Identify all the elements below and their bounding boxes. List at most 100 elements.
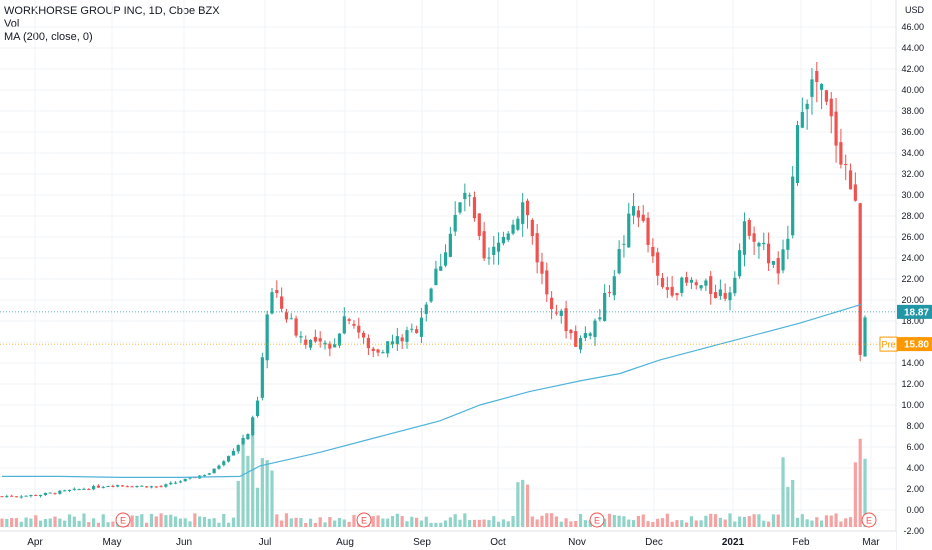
candle-body	[424, 304, 428, 314]
candle-body	[738, 250, 742, 277]
candle-body	[742, 221, 747, 255]
volume-bar	[178, 518, 182, 527]
volume-bar	[154, 516, 158, 527]
volume-bar	[381, 518, 385, 527]
candle-body	[14, 496, 19, 498]
candle-body	[34, 494, 38, 496]
volume-bar	[578, 513, 583, 527]
candle-body	[347, 319, 351, 321]
candle-body	[863, 317, 867, 357]
volume-bar	[535, 519, 539, 527]
price-tick: 10.00	[901, 400, 924, 410]
volume-bar	[29, 518, 33, 527]
candle-body	[169, 482, 173, 485]
volume-bar	[352, 514, 356, 527]
volume-bar	[63, 520, 67, 527]
candle-body	[294, 318, 298, 336]
volume-bar	[313, 522, 317, 527]
volume-bar	[424, 516, 428, 527]
candle-body	[58, 490, 62, 494]
candle-body	[0, 496, 4, 498]
candle-body	[236, 445, 240, 452]
candle-body	[328, 343, 332, 349]
volume-bar	[231, 517, 236, 527]
candle-body	[260, 357, 264, 398]
candle-body	[593, 320, 597, 338]
candle-body	[366, 337, 371, 349]
ma-legend: MA (200, close, 0)	[4, 31, 93, 43]
candlesticks	[0, 61, 867, 499]
volume-bar	[419, 520, 424, 527]
candle-body	[280, 296, 284, 309]
chart-grid	[0, 0, 896, 532]
candle-body	[308, 339, 313, 348]
price-tick: 6.00	[906, 442, 924, 452]
last-price-label: 18.87	[904, 307, 929, 318]
candle-body	[762, 242, 766, 245]
volume-bar	[487, 520, 491, 527]
candle-body	[617, 249, 621, 274]
time-tick: Nov	[568, 537, 586, 548]
volume-bar	[19, 521, 23, 527]
volume-bar	[752, 514, 756, 527]
candle-body	[545, 270, 549, 295]
volume-bar	[786, 486, 790, 527]
volume-bar	[241, 440, 245, 527]
volume-bar	[800, 514, 804, 527]
price-tick: 4.00	[906, 463, 924, 473]
candle-body	[511, 224, 515, 234]
volume-bar	[631, 520, 636, 527]
volume-bar	[337, 518, 342, 527]
candle-body	[458, 202, 462, 213]
candle-body	[337, 333, 342, 346]
price-axis-bg	[896, 0, 932, 550]
time-tick: Feb	[792, 537, 810, 548]
volume-bar	[251, 432, 255, 527]
candle-body	[747, 219, 751, 236]
volume-bar	[815, 517, 819, 527]
candle-body	[680, 277, 684, 293]
candle-body	[670, 286, 674, 296]
candle-body	[766, 243, 771, 264]
candle-body	[607, 292, 612, 294]
volume-bar	[554, 516, 559, 527]
candle-body	[530, 219, 534, 237]
candle-body	[222, 461, 226, 466]
volume-bar	[660, 518, 665, 527]
price-tick: 18.00	[901, 316, 924, 326]
volume-bar	[829, 515, 833, 527]
candle-body	[92, 486, 96, 490]
candle-body	[289, 318, 293, 320]
volume-bar	[747, 516, 751, 527]
candle-body	[622, 243, 626, 245]
candle-body	[255, 400, 260, 417]
volume-bar	[641, 514, 645, 527]
candle-body	[415, 329, 419, 333]
candle-body	[226, 456, 231, 462]
candle-body	[641, 214, 645, 221]
candle-body	[381, 352, 385, 354]
candle-body	[395, 336, 399, 345]
time-tick: Aug	[336, 537, 354, 548]
candle-body	[723, 292, 727, 299]
candle-body	[689, 279, 694, 283]
volume-bar	[308, 518, 313, 527]
candle-body	[87, 489, 91, 491]
earnings-icon	[861, 512, 877, 528]
volume-bar	[646, 521, 650, 527]
volume-bar	[588, 520, 592, 527]
candle-body	[713, 292, 718, 299]
candle-body	[106, 486, 110, 488]
volume-bar	[699, 520, 703, 527]
volume-bar	[525, 484, 530, 527]
candle-body	[164, 484, 168, 487]
candle-body	[525, 200, 530, 216]
time-tick: Jul	[259, 537, 272, 548]
candle-body	[795, 125, 800, 183]
volume-bar	[53, 516, 57, 527]
time-axis: Apr May Jun Jul Aug Sep Oct Nov Dec 2021 Feb Mar	[0, 530, 896, 550]
volume-bar	[386, 518, 390, 527]
candle-body	[400, 337, 404, 342]
candle-body	[477, 213, 481, 236]
